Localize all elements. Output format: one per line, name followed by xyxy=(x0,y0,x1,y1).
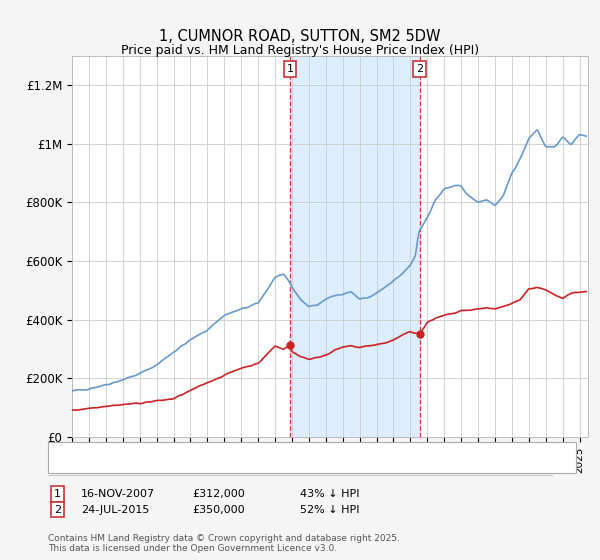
Text: HPI: Average price, detached house, Sutton: HPI: Average price, detached house, Sutt… xyxy=(90,460,317,470)
Text: £312,000: £312,000 xyxy=(192,489,245,499)
Bar xyxy=(290,56,420,437)
Text: ——: —— xyxy=(66,444,94,458)
Text: 52% ↓ HPI: 52% ↓ HPI xyxy=(300,505,359,515)
Text: 1: 1 xyxy=(54,489,61,499)
Text: 24-JUL-2015: 24-JUL-2015 xyxy=(81,505,149,515)
Text: ——: —— xyxy=(66,458,94,472)
Text: 1: 1 xyxy=(286,64,293,74)
Text: 43% ↓ HPI: 43% ↓ HPI xyxy=(300,489,359,499)
Text: 1, CUMNOR ROAD, SUTTON, SM2 5DW (detached house): 1, CUMNOR ROAD, SUTTON, SM2 5DW (detache… xyxy=(90,446,385,456)
Text: Price paid vs. HM Land Registry's House Price Index (HPI): Price paid vs. HM Land Registry's House … xyxy=(121,44,479,57)
Text: Contains HM Land Registry data © Crown copyright and database right 2025.
This d: Contains HM Land Registry data © Crown c… xyxy=(48,534,400,553)
Text: £350,000: £350,000 xyxy=(192,505,245,515)
Text: 1, CUMNOR ROAD, SUTTON, SM2 5DW: 1, CUMNOR ROAD, SUTTON, SM2 5DW xyxy=(159,29,441,44)
Text: 2: 2 xyxy=(416,64,424,74)
Text: 2: 2 xyxy=(54,505,61,515)
Text: 16-NOV-2007: 16-NOV-2007 xyxy=(81,489,155,499)
